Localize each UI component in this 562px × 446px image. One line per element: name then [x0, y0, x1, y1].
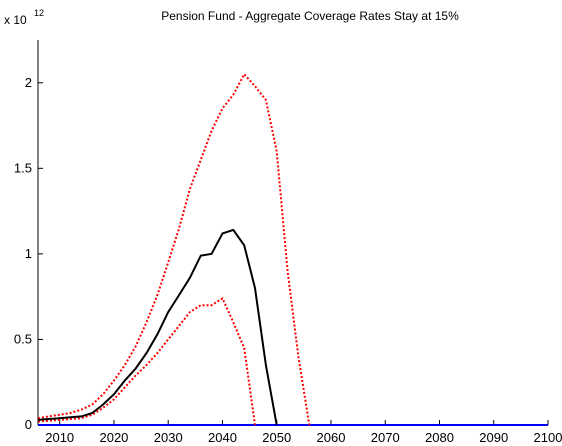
- x-tick-label: 2010: [45, 430, 74, 445]
- y-tick-label: 1: [25, 246, 32, 261]
- y-tick-label: 0.5: [14, 331, 32, 346]
- x-tick-label: 2020: [99, 430, 128, 445]
- x-tick-label: 2040: [208, 430, 237, 445]
- y-tick-label: 0: [25, 417, 32, 432]
- x-tick-label: 2090: [479, 430, 508, 445]
- x-tick-label: 2050: [262, 430, 291, 445]
- x-tick-label: 2070: [371, 430, 400, 445]
- chart-title: Pension Fund - Aggregate Coverage Rates …: [161, 9, 459, 23]
- x-tick-label: 2030: [154, 430, 183, 445]
- x-tick-label: 2060: [317, 430, 346, 445]
- y-tick-label: 1.5: [14, 160, 32, 175]
- series-line: [37, 228, 278, 426]
- y-scale-exponent: 12: [34, 8, 44, 18]
- y-tick-label: 2: [25, 75, 32, 90]
- series-line: [37, 72, 311, 426]
- y-scale-base: x 10: [4, 13, 27, 27]
- x-tick-label: 2080: [425, 430, 454, 445]
- series-line: [37, 296, 256, 426]
- x-tick-label: 2100: [534, 430, 562, 445]
